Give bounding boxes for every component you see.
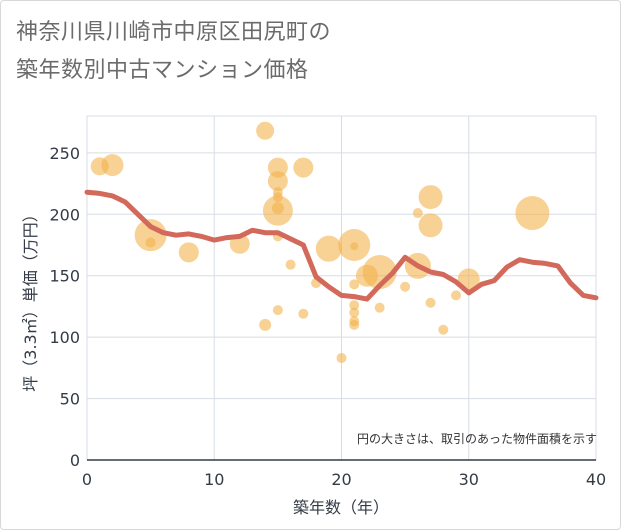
scatter-bubble	[262, 195, 293, 226]
x-axis-label: 築年数（年）	[293, 498, 389, 517]
chart-title-line2: 築年数別中古マンション価格	[16, 58, 309, 83]
y-tick-label: 150	[49, 267, 80, 286]
x-tick-label: 40	[586, 470, 606, 489]
scatter-bubble	[256, 121, 275, 140]
x-tick-label: 10	[204, 470, 224, 489]
scatter-bubble	[374, 302, 385, 313]
scatter-bubble	[259, 318, 272, 331]
scatter-bubble	[101, 154, 124, 177]
x-tick-label: 20	[331, 470, 351, 489]
chart-note: 円の大きさは、取引のあった物件面積を示す	[357, 431, 597, 446]
scatter-bubble	[145, 237, 156, 248]
scatter-bubble	[418, 213, 443, 238]
scatter-bubble	[349, 319, 360, 330]
trend-line-layer	[84, 189, 599, 302]
scatter-bubble	[267, 171, 288, 192]
chart-title-line1: 神奈川県川崎市中原区田尻町の	[16, 20, 332, 45]
scatter-bubble	[349, 279, 360, 290]
y-axis-label: 坪（3.3㎡）単価（万円）	[21, 206, 40, 391]
y-tick-label: 0	[70, 451, 80, 470]
scatter-bubble	[315, 235, 342, 262]
y-tick-label: 250	[49, 144, 80, 163]
y-tick-label: 200	[49, 205, 80, 224]
scatter-bubble	[515, 196, 550, 231]
x-tick-label: 30	[459, 470, 479, 489]
trend-line	[84, 189, 599, 302]
x-tick-label: 0	[82, 470, 92, 489]
grid-lines	[86, 115, 597, 461]
scatter-bubble	[425, 297, 436, 308]
scatter-bubble	[350, 242, 359, 251]
y-tick-label: 50	[60, 390, 80, 409]
scatter-bubble	[349, 307, 360, 318]
scatter-bubble	[400, 281, 411, 292]
scatter-bubble	[418, 185, 443, 210]
y-tick-label: 100	[49, 328, 80, 347]
bubble-layer	[90, 121, 550, 364]
scatter-bubble	[336, 353, 347, 364]
scatter-bubble	[412, 208, 423, 219]
scatter-bubble	[438, 324, 449, 335]
scatter-bubble	[134, 219, 167, 252]
scatter-bubble	[293, 157, 314, 178]
scatter-bubble	[285, 259, 296, 270]
scatter-bubble	[272, 305, 283, 316]
scatter-bubble	[451, 290, 462, 301]
axes: 0 10 20 30 40 0 50 100 150 200 250	[49, 144, 606, 489]
scatter-bubble	[349, 300, 360, 311]
scatter-bubble	[178, 242, 199, 263]
scatter-bubble	[298, 308, 309, 319]
